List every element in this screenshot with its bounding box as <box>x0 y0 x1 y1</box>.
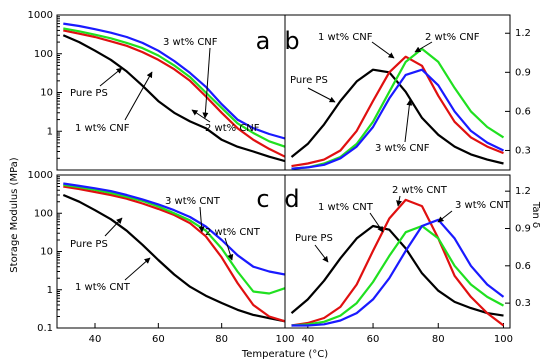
x-tick-label: 100 <box>494 334 513 345</box>
series-label: 1 wt% CNF <box>75 123 130 134</box>
series-label: 3 wt% CNT <box>165 196 221 207</box>
series-line <box>291 198 505 327</box>
y-tick-label: 100 <box>34 49 53 60</box>
panel-frame <box>284 14 511 171</box>
series-label: Pure PS <box>290 75 328 86</box>
label-arrow <box>124 71 153 121</box>
y-tick-label: 0.6 <box>515 261 531 272</box>
y-axis-label: Storage Modulus (MPa) <box>9 157 20 272</box>
y-tick-label: 0.1 <box>37 323 53 334</box>
series-label: 1 wt% CNF <box>318 32 373 43</box>
label-arrow <box>124 257 151 281</box>
label-arrow <box>224 237 234 261</box>
label-arrow <box>198 206 205 233</box>
series-label: Pure PS <box>70 88 108 99</box>
x-tick-label: 40 <box>301 334 314 345</box>
series-line <box>291 47 505 170</box>
label-arrow <box>404 99 413 143</box>
x-tick-label: 40 <box>89 334 102 345</box>
label-arrow <box>307 87 336 103</box>
series-line <box>291 55 504 168</box>
series-label: 2 wt% CNT <box>392 185 448 196</box>
y-tick-label: 1.2 <box>515 186 531 197</box>
x-tick-label: 60 <box>152 334 165 345</box>
series-line <box>291 68 504 170</box>
y-tick-label: 10 <box>40 247 53 258</box>
label-arrow <box>202 47 211 119</box>
y-tick-label: 1000 <box>28 170 53 181</box>
panel-label: c <box>256 185 269 213</box>
series-line <box>63 29 285 158</box>
series-line <box>62 193 285 323</box>
series-label: Pure PS <box>70 239 108 250</box>
y-tick-label: 0.9 <box>515 223 531 234</box>
label-arrow <box>371 41 395 59</box>
label-arrow <box>314 244 329 263</box>
x-axis-label: Temperature (°C) <box>241 349 328 360</box>
series-label: 2 wt% CNF <box>425 32 480 43</box>
series-line <box>291 218 505 327</box>
y-tick-label: 0.9 <box>515 67 531 78</box>
y-tick-label: 1.2 <box>515 28 531 39</box>
label-arrow <box>369 212 384 233</box>
y-tick-label: 0.3 <box>515 145 531 156</box>
y-tick-label: 10 <box>40 88 53 99</box>
y-tick-label: 100 <box>34 208 53 219</box>
label-arrow <box>414 41 433 53</box>
label-arrow <box>396 195 403 207</box>
series-line <box>63 27 285 148</box>
series-label: 1 wt% CNT <box>75 282 131 293</box>
panel-frame <box>284 174 511 329</box>
series-line <box>62 34 285 163</box>
series-line <box>63 182 285 276</box>
panel-label: a <box>256 27 271 55</box>
series-line <box>290 224 504 317</box>
series-label: Pure PS <box>295 233 333 244</box>
panel-label: d <box>284 185 299 213</box>
label-arrow <box>104 217 123 237</box>
series-label: 3 wt% CNF <box>163 37 218 48</box>
x-tick-label: 80 <box>432 334 445 345</box>
label-arrow <box>99 67 123 87</box>
series-label: 3 wt% CNT <box>455 200 511 211</box>
x-tick-label: 100 <box>275 334 294 345</box>
y-tick-label: 0.3 <box>515 298 531 309</box>
y2-axis-label: Tan δ <box>530 201 541 228</box>
y-tick-label: 1 <box>47 285 53 296</box>
series-line <box>63 185 285 323</box>
x-tick-label: 80 <box>215 334 228 345</box>
y-tick-label: 1 <box>47 126 53 137</box>
y-tick-label: 1000 <box>28 10 53 21</box>
series-label: 2 wt% CNF <box>205 123 260 134</box>
label-arrow <box>437 210 453 223</box>
panel-label: b <box>284 27 299 55</box>
series-line <box>290 68 504 165</box>
series-line <box>63 22 285 140</box>
series-label: 1 wt% CNT <box>318 202 374 213</box>
series-label: 3 wt% CNF <box>375 143 430 154</box>
series-label: 2 wt% CNT <box>205 227 261 238</box>
y-tick-label: 0.6 <box>515 106 531 117</box>
series-line <box>63 183 285 295</box>
label-arrow <box>191 109 211 123</box>
series-line <box>291 224 505 327</box>
x-tick-label: 60 <box>367 334 380 345</box>
